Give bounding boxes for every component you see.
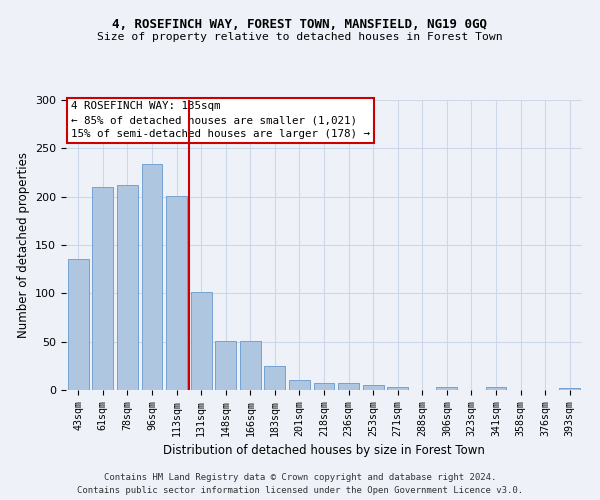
Text: Size of property relative to detached houses in Forest Town: Size of property relative to detached ho… bbox=[97, 32, 503, 42]
Bar bbox=[92, 187, 113, 390]
Bar bbox=[436, 387, 457, 390]
Bar bbox=[265, 366, 286, 390]
Bar bbox=[142, 164, 163, 390]
Y-axis label: Number of detached properties: Number of detached properties bbox=[17, 152, 29, 338]
Bar bbox=[117, 185, 138, 390]
Text: 4 ROSEFINCH WAY: 135sqm
← 85% of detached houses are smaller (1,021)
15% of semi: 4 ROSEFINCH WAY: 135sqm ← 85% of detache… bbox=[71, 102, 370, 140]
Bar bbox=[338, 383, 359, 390]
Text: 4, ROSEFINCH WAY, FOREST TOWN, MANSFIELD, NG19 0GQ: 4, ROSEFINCH WAY, FOREST TOWN, MANSFIELD… bbox=[113, 18, 487, 30]
Bar bbox=[289, 380, 310, 390]
Text: Contains HM Land Registry data © Crown copyright and database right 2024.
Contai: Contains HM Land Registry data © Crown c… bbox=[77, 474, 523, 495]
Bar bbox=[191, 292, 212, 390]
Bar bbox=[485, 387, 506, 390]
Bar bbox=[215, 340, 236, 390]
Bar bbox=[387, 387, 408, 390]
Bar bbox=[240, 340, 261, 390]
X-axis label: Distribution of detached houses by size in Forest Town: Distribution of detached houses by size … bbox=[163, 444, 485, 457]
Bar bbox=[166, 196, 187, 390]
Bar bbox=[314, 383, 334, 390]
Bar bbox=[362, 385, 383, 390]
Bar bbox=[68, 258, 89, 390]
Bar bbox=[559, 388, 580, 390]
